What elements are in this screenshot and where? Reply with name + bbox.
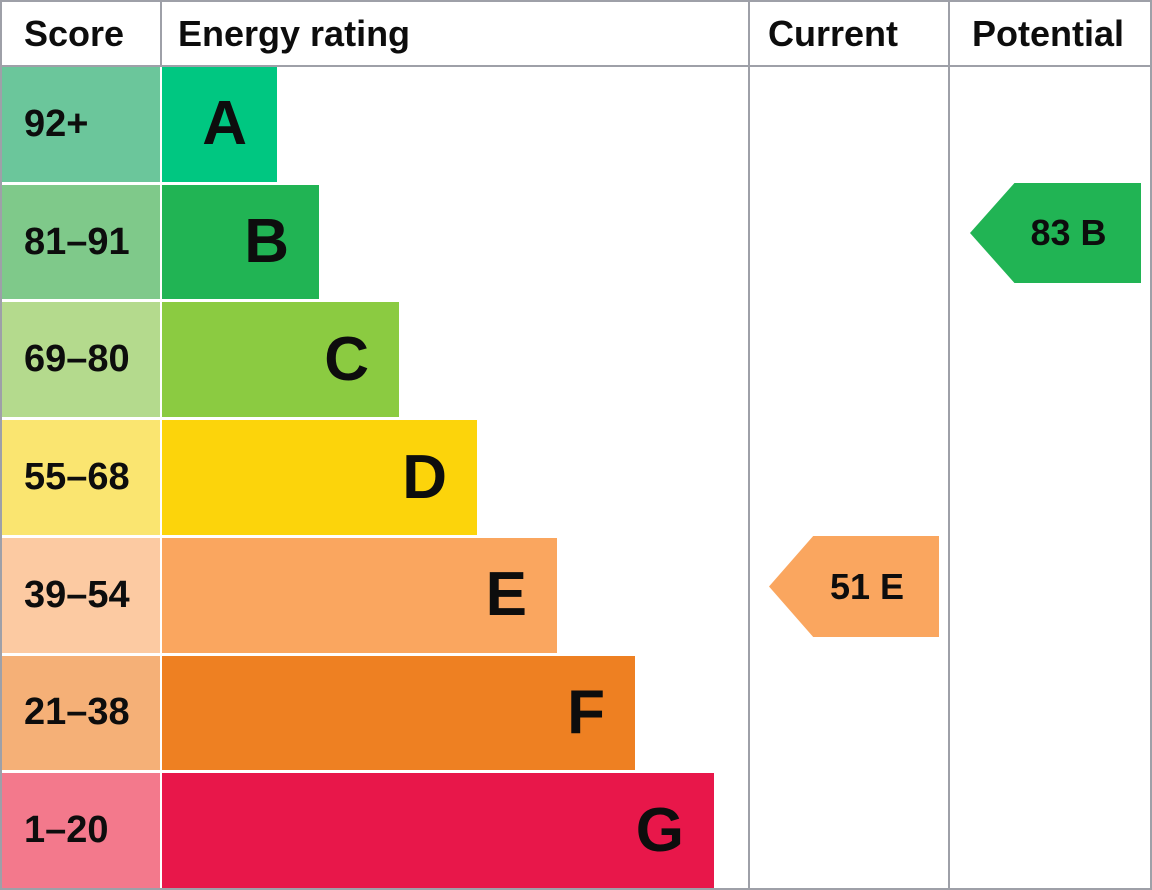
- header-divider-line: [2, 65, 1150, 67]
- score-range-label: 39–54: [24, 573, 130, 616]
- rating-bands: 92+ A 81–91 B 69–80 C 55–68 D 39–54 E 21…: [2, 67, 748, 888]
- band-row-a: 92+ A: [2, 67, 748, 185]
- score-range-label: 69–80: [24, 338, 130, 381]
- score-cell: 92+: [2, 67, 160, 182]
- current-rating-arrow: 51 E: [769, 536, 939, 637]
- score-range-label: 92+: [24, 102, 89, 145]
- current-column: 51 E: [750, 67, 948, 888]
- energy-rating-column-header: Energy rating: [178, 12, 411, 54]
- band-letter: C: [324, 324, 369, 394]
- band-row-e: 39–54 E: [2, 537, 748, 656]
- score-range-label: 1–20: [24, 809, 109, 852]
- band-row-c: 69–80 C: [2, 302, 748, 420]
- band-letter: B: [244, 207, 289, 277]
- band-bar-b: B: [162, 184, 319, 300]
- band-letter: D: [402, 442, 447, 512]
- band-bar-e: E: [162, 537, 557, 653]
- band-bar-f: F: [162, 655, 635, 771]
- score-cell: 21–38: [2, 655, 160, 771]
- potential-column-divider: [948, 2, 950, 888]
- band-bar-g: G: [162, 773, 714, 888]
- score-range-label: 21–38: [24, 691, 130, 734]
- potential-rating-arrow: 83 B: [970, 183, 1141, 283]
- score-cell: 1–20: [2, 773, 160, 888]
- potential-rating-label: 83 B: [1030, 212, 1107, 253]
- band-row-d: 55–68 D: [2, 420, 748, 538]
- score-cell: 81–91: [2, 184, 160, 300]
- current-column-divider: [748, 2, 750, 888]
- band-letter: E: [485, 560, 527, 630]
- band-row-b: 81–91 B: [2, 184, 748, 303]
- score-column-divider: [160, 2, 162, 65]
- score-range-label: 81–91: [24, 220, 130, 263]
- current-rating-label: 51 E: [829, 565, 905, 607]
- band-letter: F: [567, 677, 605, 747]
- score-cell: 39–54: [2, 537, 160, 653]
- score-cell: 69–80: [2, 302, 160, 418]
- score-range-label: 55–68: [24, 456, 130, 499]
- band-bar-c: C: [162, 302, 399, 418]
- current-column-header: Current: [768, 12, 899, 54]
- band-row-g: 1–20 G: [2, 773, 748, 888]
- potential-column: 83 B: [950, 67, 1150, 888]
- band-bar-d: D: [162, 420, 477, 535]
- band-letter: G: [635, 795, 684, 865]
- potential-column-header: Potential: [972, 12, 1125, 54]
- band-row-f: 21–38 F: [2, 655, 748, 774]
- score-column-header: Score: [24, 12, 125, 54]
- score-cell: 55–68: [2, 420, 160, 535]
- band-bar-a: A: [162, 67, 277, 182]
- band-letter: A: [202, 89, 247, 159]
